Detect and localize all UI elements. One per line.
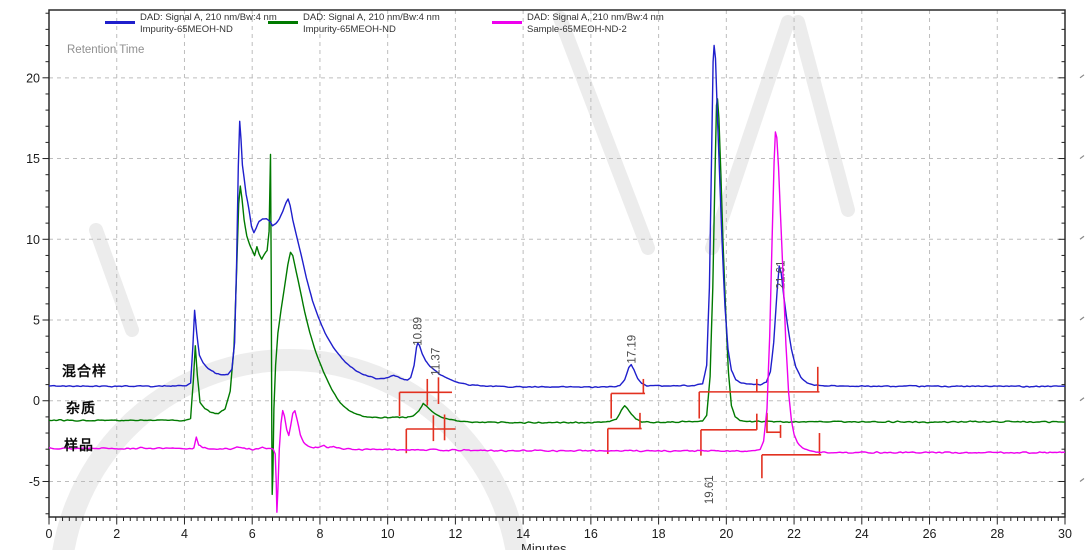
x-tick-label: 8 bbox=[316, 527, 323, 541]
right-label-fragment bbox=[1079, 235, 1085, 240]
x-tick-label: 18 bbox=[652, 527, 666, 541]
legend-entry-blue-line2: Impurity-65MEOH-ND bbox=[140, 24, 233, 35]
x-tick-label: 10 bbox=[381, 527, 395, 541]
legend-entry-magenta-line1: DAD: Signal A, 210 nm/Bw:4 nm bbox=[527, 12, 664, 23]
right-label-fragment bbox=[1079, 155, 1085, 160]
trace-mixed-blue bbox=[48, 44, 1065, 389]
right-label-fragment bbox=[1079, 74, 1085, 79]
y-tick-label: 20 bbox=[26, 71, 40, 85]
x-axis-title: Minutes bbox=[521, 541, 567, 550]
trace-sample-magenta bbox=[48, 131, 1066, 513]
x-tick-label: 12 bbox=[448, 527, 462, 541]
series-label-impurity: 杂质 bbox=[66, 400, 96, 416]
x-tick-label: 24 bbox=[855, 527, 869, 541]
peak-label: 17.19 bbox=[627, 335, 639, 364]
legend-entry-green: DAD: Signal A, 210 nm/Bw:4 nm Impurity-6… bbox=[303, 12, 440, 36]
right-label-fragment bbox=[1079, 316, 1085, 321]
peak-label: 10.89 bbox=[412, 317, 424, 346]
x-tick-label: 30 bbox=[1058, 527, 1072, 541]
x-tick-label: 22 bbox=[787, 527, 801, 541]
series-label-mixed-sample: 混合样 bbox=[62, 363, 107, 379]
legend-entry-magenta: DAD: Signal A, 210 nm/Bw:4 nm Sample-65M… bbox=[527, 12, 664, 36]
x-tick-label: 6 bbox=[249, 527, 256, 541]
x-tick-label: 14 bbox=[516, 527, 530, 541]
legend-entry-green-line1: DAD: Signal A, 210 nm/Bw:4 nm bbox=[303, 12, 440, 23]
right-label-fragment bbox=[1079, 477, 1085, 482]
legend-entry-blue-line1: DAD: Signal A, 210 nm/Bw:4 nm bbox=[140, 12, 277, 23]
legend-swatch-green bbox=[268, 21, 298, 24]
y-tick-label: -5 bbox=[29, 475, 40, 489]
y-tick-label: 15 bbox=[26, 152, 40, 166]
x-tick-label: 28 bbox=[990, 527, 1004, 541]
x-tick-label: 20 bbox=[719, 527, 733, 541]
right-label-fragment bbox=[1079, 397, 1085, 402]
watermark bbox=[791, 15, 855, 217]
legend-entry-blue: DAD: Signal A, 210 nm/Bw:4 nm Impurity-6… bbox=[140, 12, 277, 36]
plot-border bbox=[48, 9, 1066, 518]
y-tick-label: 5 bbox=[33, 314, 40, 328]
series-label-sample: 样品 bbox=[64, 437, 94, 453]
trace-impurity-green bbox=[48, 98, 1066, 496]
legend-swatch-magenta bbox=[492, 21, 522, 24]
peak-label: 11.37 bbox=[430, 348, 442, 376]
watermark bbox=[553, 11, 655, 255]
x-tick-label: 16 bbox=[584, 527, 598, 541]
watermark bbox=[52, 349, 528, 550]
legend-entry-magenta-line2: Sample-65MEOH-ND-2 bbox=[527, 24, 627, 35]
x-tick-label: 2 bbox=[113, 527, 120, 541]
y-tick-label: 0 bbox=[33, 394, 40, 408]
watermark bbox=[89, 223, 139, 337]
watermark bbox=[705, 15, 795, 255]
legend-swatch-blue bbox=[105, 21, 135, 24]
x-tick-label: 4 bbox=[181, 527, 188, 541]
x-tick-label: 0 bbox=[46, 527, 53, 541]
retention-time-label: Retention Time bbox=[67, 44, 145, 56]
legend-entry-green-line2: Impurity-65MEOH-ND bbox=[303, 24, 396, 35]
y-tick-label: 10 bbox=[26, 233, 40, 247]
peak-label: 19.61 bbox=[704, 475, 716, 504]
x-tick-label: 26 bbox=[923, 527, 937, 541]
peak-label: 21.61 bbox=[776, 261, 788, 290]
